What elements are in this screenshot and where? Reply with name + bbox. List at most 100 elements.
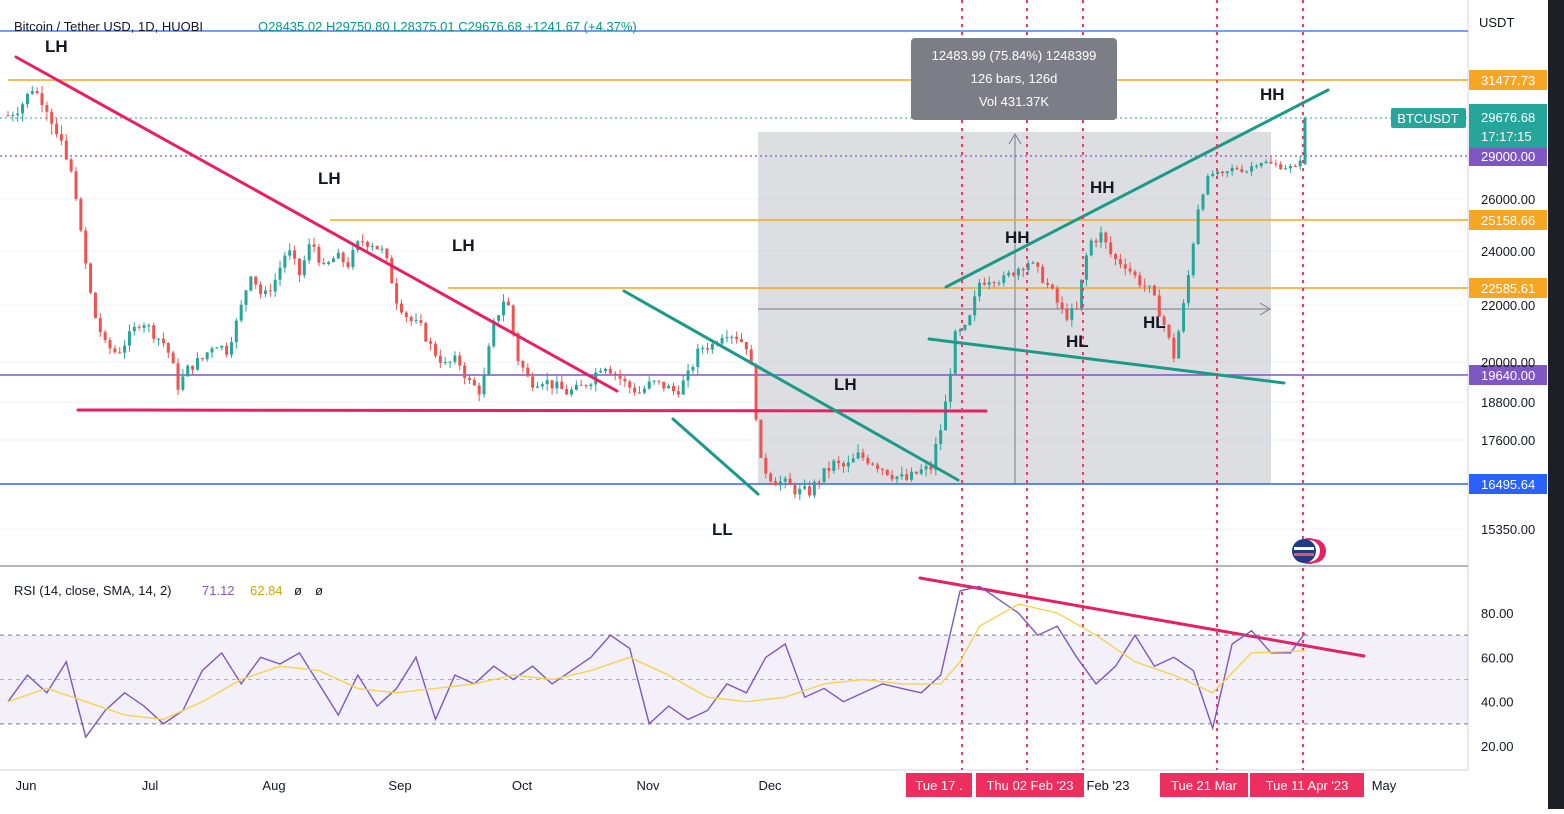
candle-body bbox=[565, 389, 569, 395]
candle-body bbox=[1225, 171, 1229, 174]
candle-body bbox=[657, 380, 661, 382]
support-line bbox=[76, 408, 988, 413]
candle-body bbox=[263, 290, 267, 295]
candle-body bbox=[876, 464, 880, 469]
candle-body bbox=[730, 336, 734, 338]
candle-body bbox=[166, 343, 170, 353]
candle-body bbox=[467, 377, 471, 380]
candle-body bbox=[79, 198, 83, 231]
candle-body bbox=[409, 316, 413, 322]
us-flag-event-icon[interactable] bbox=[1292, 538, 1326, 564]
date-tag-bg-2 bbox=[1160, 773, 1248, 797]
measure-box bbox=[758, 132, 1271, 484]
candle-body bbox=[336, 252, 340, 259]
candle-body bbox=[1109, 242, 1113, 255]
symbol-title[interactable]: Bitcoin / Tether USD, 1D, HUOBI bbox=[14, 19, 203, 34]
candle-body bbox=[783, 478, 787, 482]
price-axis-labels: 15350.00 17600.00 18800.00 20000.00 22000.00… bbox=[1481, 192, 1535, 537]
candle-body bbox=[181, 376, 185, 390]
measure-line-2: 126 bars, 126d bbox=[971, 71, 1058, 86]
price-tick-4: 22000.00 bbox=[1481, 298, 1535, 313]
candle-body bbox=[1021, 268, 1025, 271]
candle-body bbox=[254, 276, 258, 285]
candle-body bbox=[667, 385, 671, 389]
date-tag-bg-0 bbox=[906, 773, 972, 797]
candle-body bbox=[370, 245, 374, 247]
candle-body bbox=[1055, 288, 1059, 303]
candle-body bbox=[84, 230, 88, 264]
candle-body bbox=[1002, 275, 1006, 283]
lower-support-line bbox=[927, 337, 1286, 385]
candle-body bbox=[1065, 308, 1069, 320]
candle-body bbox=[1279, 164, 1283, 170]
candle-body bbox=[200, 358, 204, 360]
price-tick-5: 24000.00 bbox=[1481, 244, 1535, 259]
candle-body bbox=[1143, 285, 1147, 287]
price-tick-2: 18800.00 bbox=[1481, 395, 1535, 410]
time-tick-3: Sep bbox=[388, 778, 411, 793]
candle-body bbox=[482, 375, 486, 395]
candle-body bbox=[1254, 165, 1258, 167]
candle-body bbox=[691, 366, 695, 371]
currency-label[interactable]: USDT bbox=[1479, 15, 1514, 30]
candle-body bbox=[69, 159, 73, 172]
candle-body bbox=[1269, 161, 1273, 164]
candle-body bbox=[890, 474, 894, 480]
candle-body bbox=[244, 290, 248, 305]
candle-body bbox=[103, 332, 107, 341]
candle-body bbox=[137, 326, 141, 328]
rsi-ma-line bbox=[7, 603, 1306, 721]
candle-body bbox=[1041, 266, 1045, 283]
candle-body bbox=[842, 463, 846, 467]
candle-body bbox=[958, 329, 962, 332]
time-tick-5: Nov bbox=[636, 778, 660, 793]
candle-body bbox=[1284, 168, 1288, 170]
candle-body bbox=[778, 481, 782, 486]
price-level-label-1: 29000.00 bbox=[1481, 149, 1535, 164]
candle-body bbox=[1235, 167, 1239, 170]
candle-body bbox=[560, 381, 564, 390]
candle-body bbox=[1138, 275, 1142, 286]
candle-body bbox=[443, 361, 447, 363]
symbol-tag: BTCUSDT bbox=[1397, 111, 1458, 126]
candle-body bbox=[822, 468, 826, 483]
candle-body bbox=[346, 262, 350, 268]
candle-body bbox=[210, 348, 214, 353]
candle-body bbox=[1157, 295, 1161, 317]
candle-body bbox=[866, 457, 870, 464]
candle-body bbox=[93, 292, 97, 319]
candle-body bbox=[516, 333, 520, 362]
candle-body bbox=[385, 248, 389, 259]
candle-body bbox=[769, 473, 773, 482]
candle-body bbox=[21, 104, 25, 114]
price-level-label-5: 16495.64 bbox=[1481, 477, 1535, 492]
candle-body bbox=[302, 260, 306, 276]
candle-body bbox=[327, 262, 331, 264]
candle-body bbox=[1075, 308, 1079, 310]
candle-body bbox=[696, 348, 700, 367]
annotation-hl-8: HL bbox=[1066, 332, 1089, 351]
candle-body bbox=[399, 303, 403, 313]
candle-body bbox=[1206, 175, 1210, 195]
trendlines[interactable] bbox=[14, 55, 1366, 658]
candle-body bbox=[793, 485, 797, 495]
candle-body bbox=[1099, 232, 1103, 243]
rsi-title[interactable]: RSI (14, close, SMA, 14, 2) bbox=[14, 583, 172, 598]
candle-body bbox=[1167, 324, 1171, 338]
candle-body bbox=[1177, 331, 1181, 359]
candle-body bbox=[404, 312, 408, 317]
date-tag-2: Tue 21 Mar bbox=[1171, 778, 1238, 793]
candle-body bbox=[550, 380, 554, 389]
candle-body bbox=[919, 469, 923, 474]
candle-body bbox=[535, 386, 539, 388]
candle-body bbox=[341, 252, 345, 263]
annotation-lh-0: LH bbox=[45, 37, 68, 56]
candle-body bbox=[540, 384, 544, 387]
price-tick-6: 26000.00 bbox=[1481, 192, 1535, 207]
price-level-tag-0 bbox=[1469, 70, 1547, 90]
price-level-label-0: 31477.73 bbox=[1481, 73, 1535, 88]
candle-body bbox=[50, 111, 54, 124]
candle-body bbox=[1123, 264, 1127, 269]
rsi-empty-1: ø bbox=[294, 583, 302, 598]
